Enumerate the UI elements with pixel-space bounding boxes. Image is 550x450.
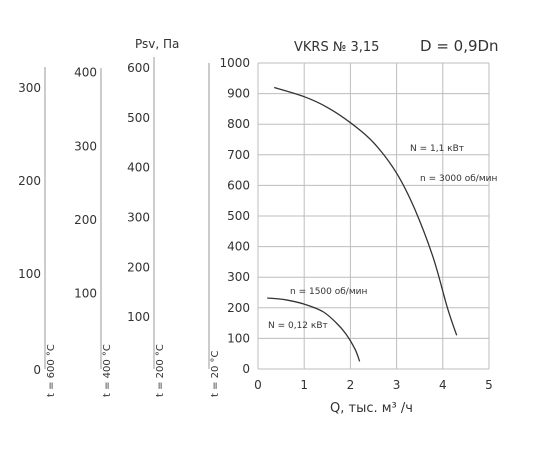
temp-axis-label-2: t = 400 °C: [102, 344, 113, 397]
temp-axis-tick: 600: [127, 61, 150, 75]
temp-axis-tick: 200: [127, 260, 150, 274]
y-tick-label: 300: [227, 270, 250, 284]
temp-axis-tick: 300: [74, 139, 97, 153]
y-axis-label: Psv, Па: [135, 37, 179, 51]
y-tick-label: 700: [227, 148, 250, 162]
y-tick-label: 600: [227, 178, 250, 192]
y-tick-label: 200: [227, 301, 250, 315]
temp-axis-label-1: t = 200 °C: [155, 344, 166, 397]
x-tick-label: 1: [300, 378, 308, 392]
temp-axis-tick: 300: [18, 81, 41, 95]
x-tick-label: 5: [485, 378, 493, 392]
temp-axis-tick: 400: [74, 66, 97, 80]
temp-axis-tick: 300: [127, 210, 150, 224]
temp-axis-label-0: t = 20 °C: [210, 350, 221, 397]
series-layer: [267, 86, 458, 362]
temp-axis-tick: 100: [18, 267, 41, 281]
temperature-axes: t = 20 °C 100 200 300 400 500 600 t = 200 °C 100…: [18, 57, 221, 397]
series-2-power-label: N = 0,12 кВт: [268, 321, 328, 331]
plot-axes: 0 1 2 3 4 5 0 100 200 300 400 500 600 700 800 900 1000: [219, 56, 492, 392]
y-tick-label: 900: [227, 87, 250, 101]
series-1-power-label: N = 1,1 кВт: [410, 144, 464, 154]
chart-subtitle: D = 0,9Dn: [420, 37, 499, 55]
x-tick-label: 4: [439, 378, 447, 392]
temp-axis-tick: 100: [74, 286, 97, 300]
series-1-curve: [274, 86, 458, 336]
y-tick-label: 500: [227, 209, 250, 223]
temp-axis-tick: 100: [127, 310, 150, 324]
plot-grid: [257, 62, 490, 370]
temp-axis-tick: 200: [74, 213, 97, 227]
series-1-speed-label: n = 3000 об/мин: [420, 174, 497, 184]
y-tick-label: 0: [242, 362, 250, 376]
temp-axis-tick: 0: [33, 363, 41, 377]
x-axis-label: Q, тыс. м³ /ч: [330, 401, 413, 416]
series-2-curve: [267, 297, 361, 362]
y-tick-label: 800: [227, 117, 250, 131]
y-tick-label: 1000: [219, 56, 250, 70]
y-tick-label: 100: [227, 331, 250, 345]
x-tick-label: 2: [347, 378, 355, 392]
temp-axis-tick: 200: [18, 174, 41, 188]
x-tick-label: 3: [393, 378, 401, 392]
y-tick-label: 400: [227, 240, 250, 254]
chart-title: VKRS № 3,15: [294, 40, 379, 55]
temp-axis-tick: 500: [127, 111, 150, 125]
x-tick-label: 0: [254, 378, 262, 392]
temp-axis-tick: 400: [127, 161, 150, 175]
series-2-speed-label: n = 1500 об/мин: [290, 287, 367, 297]
temp-axis-label-3: t = 600 °C: [46, 344, 57, 397]
